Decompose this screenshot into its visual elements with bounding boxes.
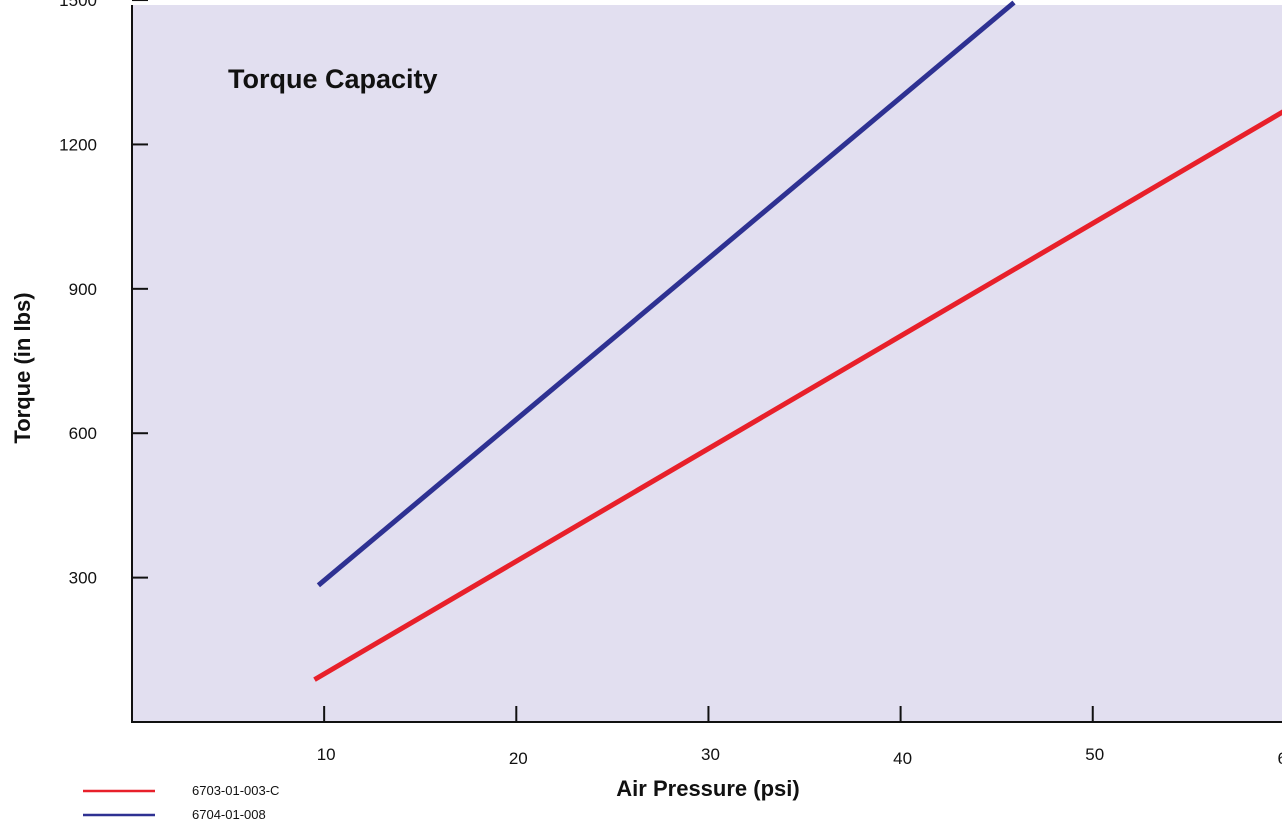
- x-tick-label: 30: [701, 745, 720, 764]
- y-tick-label: 1200: [59, 135, 97, 154]
- legend-label: 6704-01-008: [192, 807, 266, 822]
- x-tick-label: 40: [893, 749, 912, 768]
- legend: 6703-01-003-C 6704-01-008: [83, 783, 279, 822]
- series-layer: [313, 0, 1282, 682]
- x-tick-label: 60: [1277, 749, 1282, 768]
- legend-label: 6703-01-003-C: [192, 783, 279, 798]
- y-tick-label: 600: [69, 424, 97, 443]
- y-tick-label: 300: [69, 569, 97, 588]
- x-tick-label: 10: [317, 745, 336, 764]
- series-line-1: [313, 109, 1282, 682]
- y-tick-label: 1500: [59, 0, 97, 10]
- x-axis-ticks: 10 20 30 40 50 60: [317, 706, 1282, 768]
- chart-title: Torque Capacity: [228, 64, 438, 94]
- plot-area: [132, 5, 1282, 722]
- x-tick-label: 50: [1085, 745, 1104, 764]
- y-axis-ticks: 300 600 900 1200 1500: [59, 0, 148, 588]
- series-line-2: [316, 0, 1016, 588]
- y-tick-label: 900: [69, 280, 97, 299]
- x-axis-title: Air Pressure (psi): [616, 776, 799, 801]
- x-tick-label: 20: [509, 749, 528, 768]
- y-axis-title: Torque (in lbs): [10, 292, 35, 443]
